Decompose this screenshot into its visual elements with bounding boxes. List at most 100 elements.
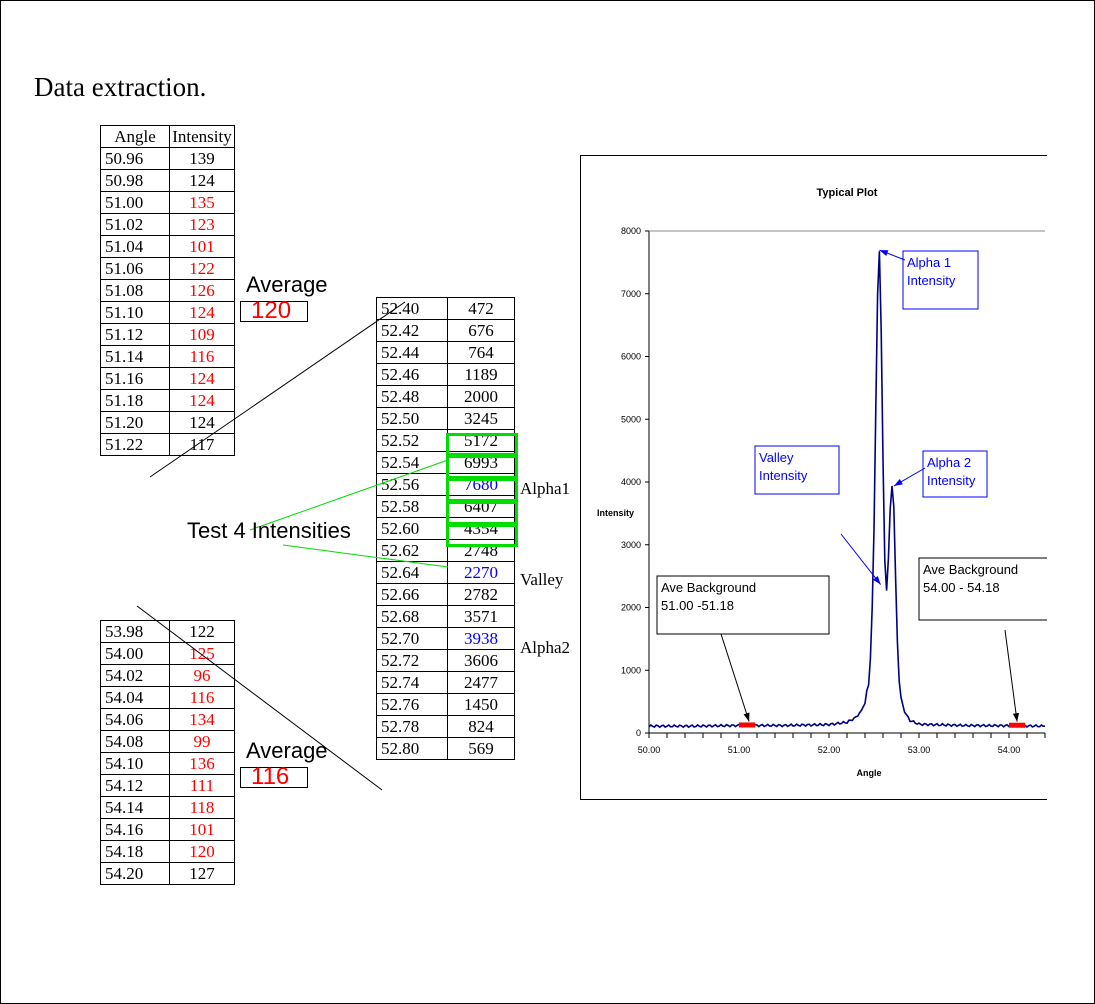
annotation-arrow	[1004, 629, 1018, 722]
bg2-angle-cell: 54.10	[100, 752, 170, 775]
bg1-angle-cell: 51.10	[100, 301, 170, 324]
table-row: 54.00 125	[100, 642, 235, 665]
average-label-2: Average	[246, 738, 328, 763]
table-row: 50.96 139	[100, 147, 235, 170]
peak-intensity-cell: 1189	[447, 363, 515, 386]
bg2-angle-cell: 54.20	[100, 862, 170, 885]
peak-angle-cell: 52.78	[376, 715, 448, 738]
peak-intensity-cell: 3571	[447, 605, 515, 628]
table-row: 52.48 2000	[376, 385, 515, 408]
bg2-angle-cell: 54.04	[100, 686, 170, 709]
bg1-angle-cell: 51.02	[100, 213, 170, 236]
bg1-intensity-cell: 124	[169, 169, 235, 192]
table-row: 52.78 824	[376, 715, 515, 738]
bg1-intensity-cell: 124	[169, 367, 235, 390]
table-row: 52.50 3245	[376, 407, 515, 430]
table-row: 54.18 120	[100, 840, 235, 863]
table-row: 54.16 101	[100, 818, 235, 841]
bg2-intensity-cell: 125	[169, 642, 235, 665]
bg2-intensity-cell: 111	[169, 774, 235, 797]
bg2-angle-cell: 53.98	[100, 620, 170, 643]
chart-svg: Typical Plot 0 1000 2000 3000 4000 5000 6000 700…	[597, 187, 1047, 778]
table-row: 51.12 109	[100, 323, 235, 346]
table-row: 54.12 111	[100, 774, 235, 797]
y-tick-label: 1000	[621, 665, 641, 675]
typical-plot-chart: Typical Plot 0 1000 2000 3000 4000 5000 6000 700…	[580, 155, 1047, 800]
bg2-intensity-cell: 99	[169, 730, 235, 753]
annotation-text: Ave Background	[923, 562, 1018, 577]
table-row: 51.22 117	[100, 433, 235, 456]
annotation-box	[902, 250, 979, 310]
bg1-angle-cell: 51.04	[100, 235, 170, 258]
slide-title: Data extraction.	[34, 72, 207, 102]
bg2-intensity-cell: 136	[169, 752, 235, 775]
angle-header: Angle	[100, 125, 170, 148]
background-range-marker	[739, 722, 756, 728]
annotation-arrowhead	[872, 575, 881, 585]
annotation-arrowhead	[879, 250, 889, 257]
table-row: 54.04 116	[100, 686, 235, 709]
peak-label-valley: Valley	[520, 570, 564, 589]
y-tick-label: 7000	[621, 289, 641, 299]
test-intensity-highlight	[446, 478, 518, 502]
bg1-angle-cell: 51.12	[100, 323, 170, 346]
annotation-box	[922, 450, 988, 498]
table-row: 51.20 124	[100, 411, 235, 434]
annotation-arrow	[720, 633, 750, 722]
bg2-intensity-cell: 120	[169, 840, 235, 863]
peak-angle-cell: 52.46	[376, 363, 448, 386]
annotation-box	[656, 575, 830, 635]
table-row: 51.14 116	[100, 345, 235, 368]
bg2-angle-cell: 54.14	[100, 796, 170, 819]
peak-angle-cell: 52.42	[376, 319, 448, 342]
peak-intensity-cell: 764	[447, 341, 515, 364]
bg1-angle-cell: 51.16	[100, 367, 170, 390]
bg2-intensity-cell: 96	[169, 664, 235, 687]
peak-angle-cell: 52.58	[376, 495, 448, 518]
background-range-marker	[1009, 722, 1026, 728]
x-tick-label: 54.00	[998, 745, 1021, 755]
peak-angle-cell: 52.64	[376, 561, 448, 584]
annotation-box	[918, 557, 1047, 621]
bg2-angle-cell: 54.16	[100, 818, 170, 841]
annotation-arrowhead	[894, 478, 903, 486]
y-tick-label: 0	[636, 728, 641, 738]
y-tick-label: 3000	[621, 540, 641, 550]
bg1-angle-cell: 51.22	[100, 433, 170, 456]
annotation-text: 51.00 -51.18	[661, 598, 734, 613]
y-tick-label: 6000	[621, 352, 641, 362]
table-row: 52.64 2270	[376, 561, 515, 584]
bg1-angle-cell: 50.98	[100, 169, 170, 192]
peak-intensity-cell: 2270	[447, 561, 515, 584]
peak-angle-cell: 52.74	[376, 671, 448, 694]
peak-angle-cell: 52.56	[376, 473, 448, 496]
test-intensity-highlight	[446, 523, 518, 548]
table-row: 52.80 569	[376, 737, 515, 760]
table-row: 52.76 1450	[376, 693, 515, 716]
table-row: 52.70 3938	[376, 627, 515, 650]
peak-angle-cell: 52.44	[376, 341, 448, 364]
bg1-angle-cell: 51.08	[100, 279, 170, 302]
x-tick-label: 51.00	[728, 745, 751, 755]
y-tick-label: 5000	[621, 414, 641, 424]
x-tick-label: 50.00	[638, 745, 661, 755]
annotation-text: Valley	[759, 450, 794, 465]
annotation-text: Intensity	[759, 468, 808, 483]
peak-intensity-cell: 3245	[447, 407, 515, 430]
bg2-angle-cell: 54.18	[100, 840, 170, 863]
bg1-intensity-cell: 135	[169, 191, 235, 214]
peak-angle-cell: 52.40	[376, 297, 448, 320]
peak-angle-cell: 52.54	[376, 451, 448, 474]
x-tick-label: 52.00	[818, 745, 841, 755]
bg2-intensity-cell: 101	[169, 818, 235, 841]
annotation-text: Alpha 2	[927, 455, 971, 470]
table-row: 52.40 472	[376, 297, 515, 320]
peak-intensity-cell: 2782	[447, 583, 515, 606]
table-row: 54.20 127	[100, 862, 235, 885]
peak-intensity-cell: 569	[447, 737, 515, 760]
peak-angle-cell: 52.70	[376, 627, 448, 650]
bg1-intensity-cell: 124	[169, 301, 235, 324]
peak-intensity-cell: 824	[447, 715, 515, 738]
intensity-series-line	[648, 251, 1046, 729]
annotation-text: Intensity	[907, 273, 956, 288]
